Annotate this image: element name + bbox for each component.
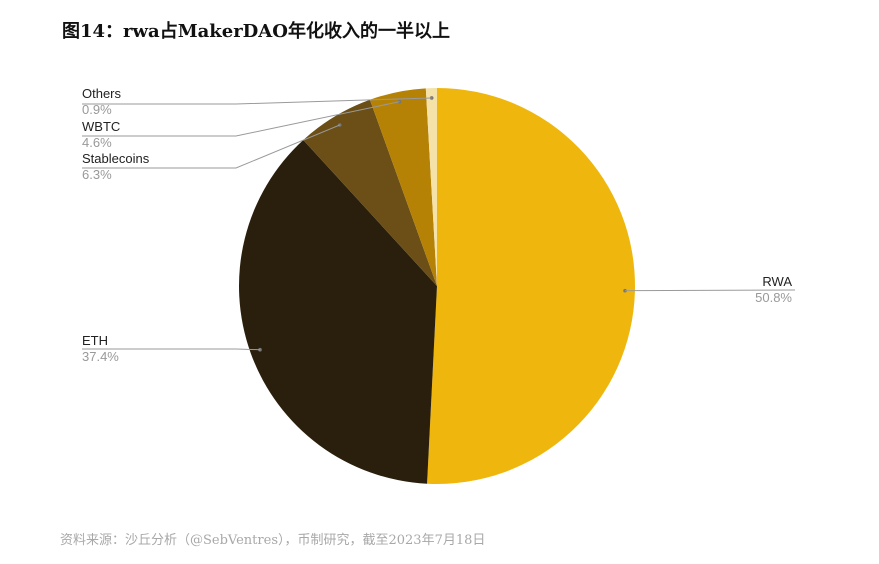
slice-label-others: Others <box>82 86 122 101</box>
source-note: 资料来源：沙丘分析（@SebVentres），币制研究，截至2023年7月18日 <box>60 533 486 548</box>
leader-line-stablecoins <box>82 124 340 169</box>
slice-value-eth: 37.4% <box>82 349 119 364</box>
figure-title: 图14：rwa占MakerDAO年化收入的一半以上 <box>62 21 450 42</box>
slice-label-wbtc: WBTC <box>82 119 120 134</box>
slice-value-others: 0.9% <box>82 102 112 117</box>
leader-line-wbtc <box>82 101 400 137</box>
leader-dot-others <box>429 96 434 100</box>
pie-slice-rwa <box>427 88 636 484</box>
slice-value-wbtc: 4.6% <box>82 135 112 150</box>
pie-slice-stablecoins <box>303 99 437 287</box>
leader-line-rwa <box>625 289 796 292</box>
pie-slice-wbtc <box>369 88 437 286</box>
slice-label-stablecoins: Stablecoins <box>82 151 150 166</box>
slice-label-rwa: RWA <box>762 274 792 289</box>
slice-value-stablecoins: 6.3% <box>82 167 112 182</box>
leader-line-others <box>82 97 432 105</box>
leader-dot-rwa <box>623 288 627 293</box>
leader-line-eth <box>82 348 261 351</box>
pie-slice-eth <box>239 139 437 484</box>
leader-dot-wbtc <box>397 99 402 104</box>
pie-slices <box>239 88 636 484</box>
slice-value-rwa: 50.8% <box>755 290 792 305</box>
pie-slice-others <box>425 88 437 286</box>
slice-label-eth: ETH <box>82 333 108 348</box>
leader-lines <box>82 96 796 352</box>
